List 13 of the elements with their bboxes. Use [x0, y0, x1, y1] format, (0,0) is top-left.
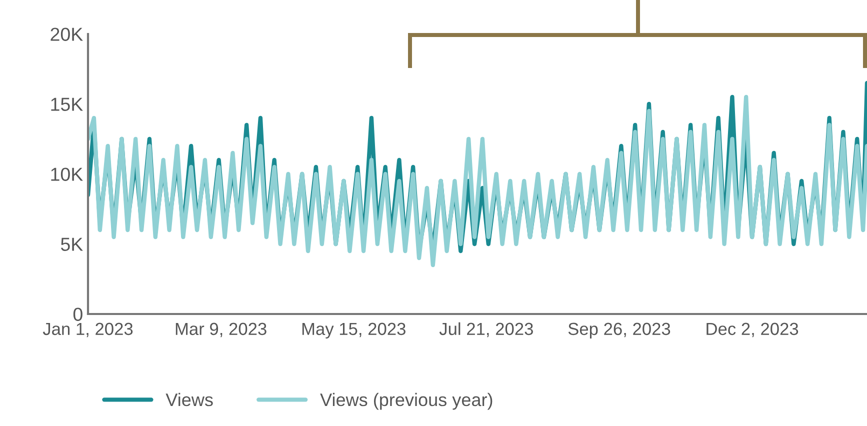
legend-label: Views	[166, 392, 213, 406]
y-tick-label: 0	[73, 308, 82, 321]
x-tick-label: May 15, 2023	[302, 322, 406, 339]
y-tick-label: 10K	[51, 168, 83, 181]
legend-label: Views (previous year)	[320, 392, 492, 410]
y-tick-label: 15K	[51, 98, 83, 111]
x-tick-label: Jul 21, 2023	[439, 322, 533, 338]
x-tick-label: Dec 2, 2023	[706, 322, 798, 338]
y-tick-label: 5K	[60, 238, 83, 251]
x-tick-label: Mar 9, 2023	[176, 322, 266, 338]
y-tick-label: 20K	[50, 28, 83, 41]
x-tick-label: Sep 26, 2023	[568, 322, 670, 339]
x-tick-label: Jan 1, 2023	[42, 322, 133, 338]
